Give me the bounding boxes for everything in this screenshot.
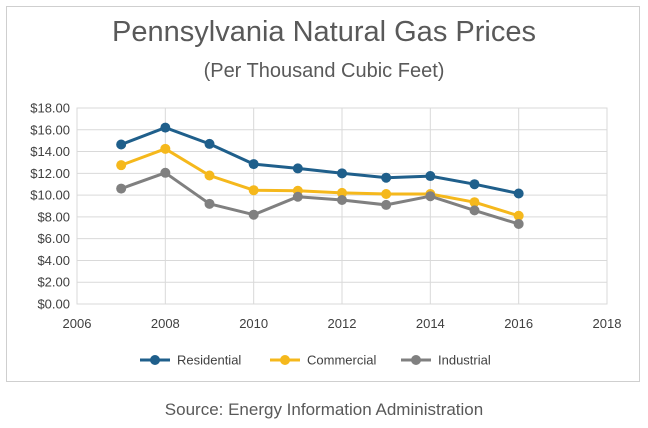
- data-point-residential: [292, 163, 303, 174]
- data-point-industrial: [425, 191, 436, 202]
- y-tick-label: $4.00: [37, 253, 70, 268]
- legend-label-commercial: Commercial: [307, 353, 376, 368]
- data-point-residential: [381, 172, 392, 183]
- x-tick-label: 2012: [328, 316, 357, 331]
- y-tick-label: $14.00: [30, 144, 70, 159]
- y-tick-label: $0.00: [37, 297, 70, 312]
- gridlines: [76, 107, 608, 305]
- y-tick-label: $16.00: [30, 122, 70, 137]
- data-point-industrial: [204, 198, 215, 209]
- source-note: Source: Energy Information Administratio…: [164, 400, 484, 419]
- series-lines: [116, 122, 524, 229]
- data-point-commercial: [337, 187, 347, 198]
- legend-label-industrial: Industrial: [438, 353, 491, 368]
- data-point-residential: [116, 139, 127, 150]
- data-point-industrial: [337, 195, 347, 206]
- data-point-commercial: [513, 210, 524, 221]
- data-point-industrial: [116, 183, 127, 194]
- data-point-residential: [469, 179, 480, 190]
- data-point-commercial: [204, 170, 215, 181]
- x-tick-label: 2008: [151, 316, 180, 331]
- data-point-industrial: [469, 205, 480, 216]
- x-tick-label: 2014: [416, 316, 445, 331]
- data-point-residential: [513, 188, 524, 199]
- data-point-residential: [425, 171, 436, 182]
- legend-marker-commercial: [280, 355, 290, 365]
- legend: Residential Commercial Industrial: [140, 353, 491, 368]
- y-axis: $0.00 $2.00 $4.00 $6.00 $8.00 $10.00 $12.00 $14…: [30, 101, 70, 312]
- chart-title: Pennsylvania Natural Gas Prices: [112, 16, 536, 48]
- data-point-industrial: [513, 218, 524, 229]
- y-tick-label: $12.00: [30, 166, 70, 181]
- series-line-commercial: [120, 147, 520, 218]
- y-tick-label: $10.00: [30, 188, 70, 203]
- data-point-commercial: [469, 197, 480, 208]
- series-line-residential: [120, 126, 520, 195]
- legend-label-residential: Residential: [177, 353, 241, 368]
- x-axis: 2006 2008 2010 2012 2014 2016 2018: [63, 316, 622, 331]
- data-point-commercial: [381, 189, 392, 200]
- x-tick-label: 2018: [593, 316, 622, 331]
- data-point-residential: [160, 122, 171, 133]
- data-point-residential: [204, 138, 215, 149]
- y-tick-label: $6.00: [37, 231, 70, 246]
- legend-marker-industrial: [411, 355, 421, 365]
- series-line-industrial: [120, 171, 520, 226]
- x-tick-label: 2010: [239, 316, 268, 331]
- x-tick-label: 2006: [63, 316, 92, 331]
- y-tick-label: $8.00: [37, 209, 70, 224]
- x-tick-label: 2016: [504, 316, 533, 331]
- data-point-industrial: [248, 209, 259, 220]
- data-point-commercial: [248, 185, 259, 196]
- y-tick-label: $18.00: [30, 101, 70, 116]
- y-tick-label: $2.00: [37, 275, 70, 290]
- data-point-commercial: [160, 143, 171, 154]
- data-point-residential: [248, 159, 259, 170]
- data-point-residential: [337, 168, 347, 179]
- legend-marker-residential: [150, 355, 160, 365]
- chart-subtitle: (Per Thousand Cubic Feet): [203, 60, 445, 82]
- data-point-industrial: [160, 167, 171, 178]
- line-chart: $0.00 $2.00 $4.00 $6.00 $8.00 $10.00 $12.00 $14…: [30, 101, 622, 368]
- chart-frame: [6, 6, 640, 382]
- data-point-industrial: [292, 191, 303, 202]
- data-point-industrial: [381, 199, 392, 210]
- data-point-commercial: [116, 160, 127, 171]
